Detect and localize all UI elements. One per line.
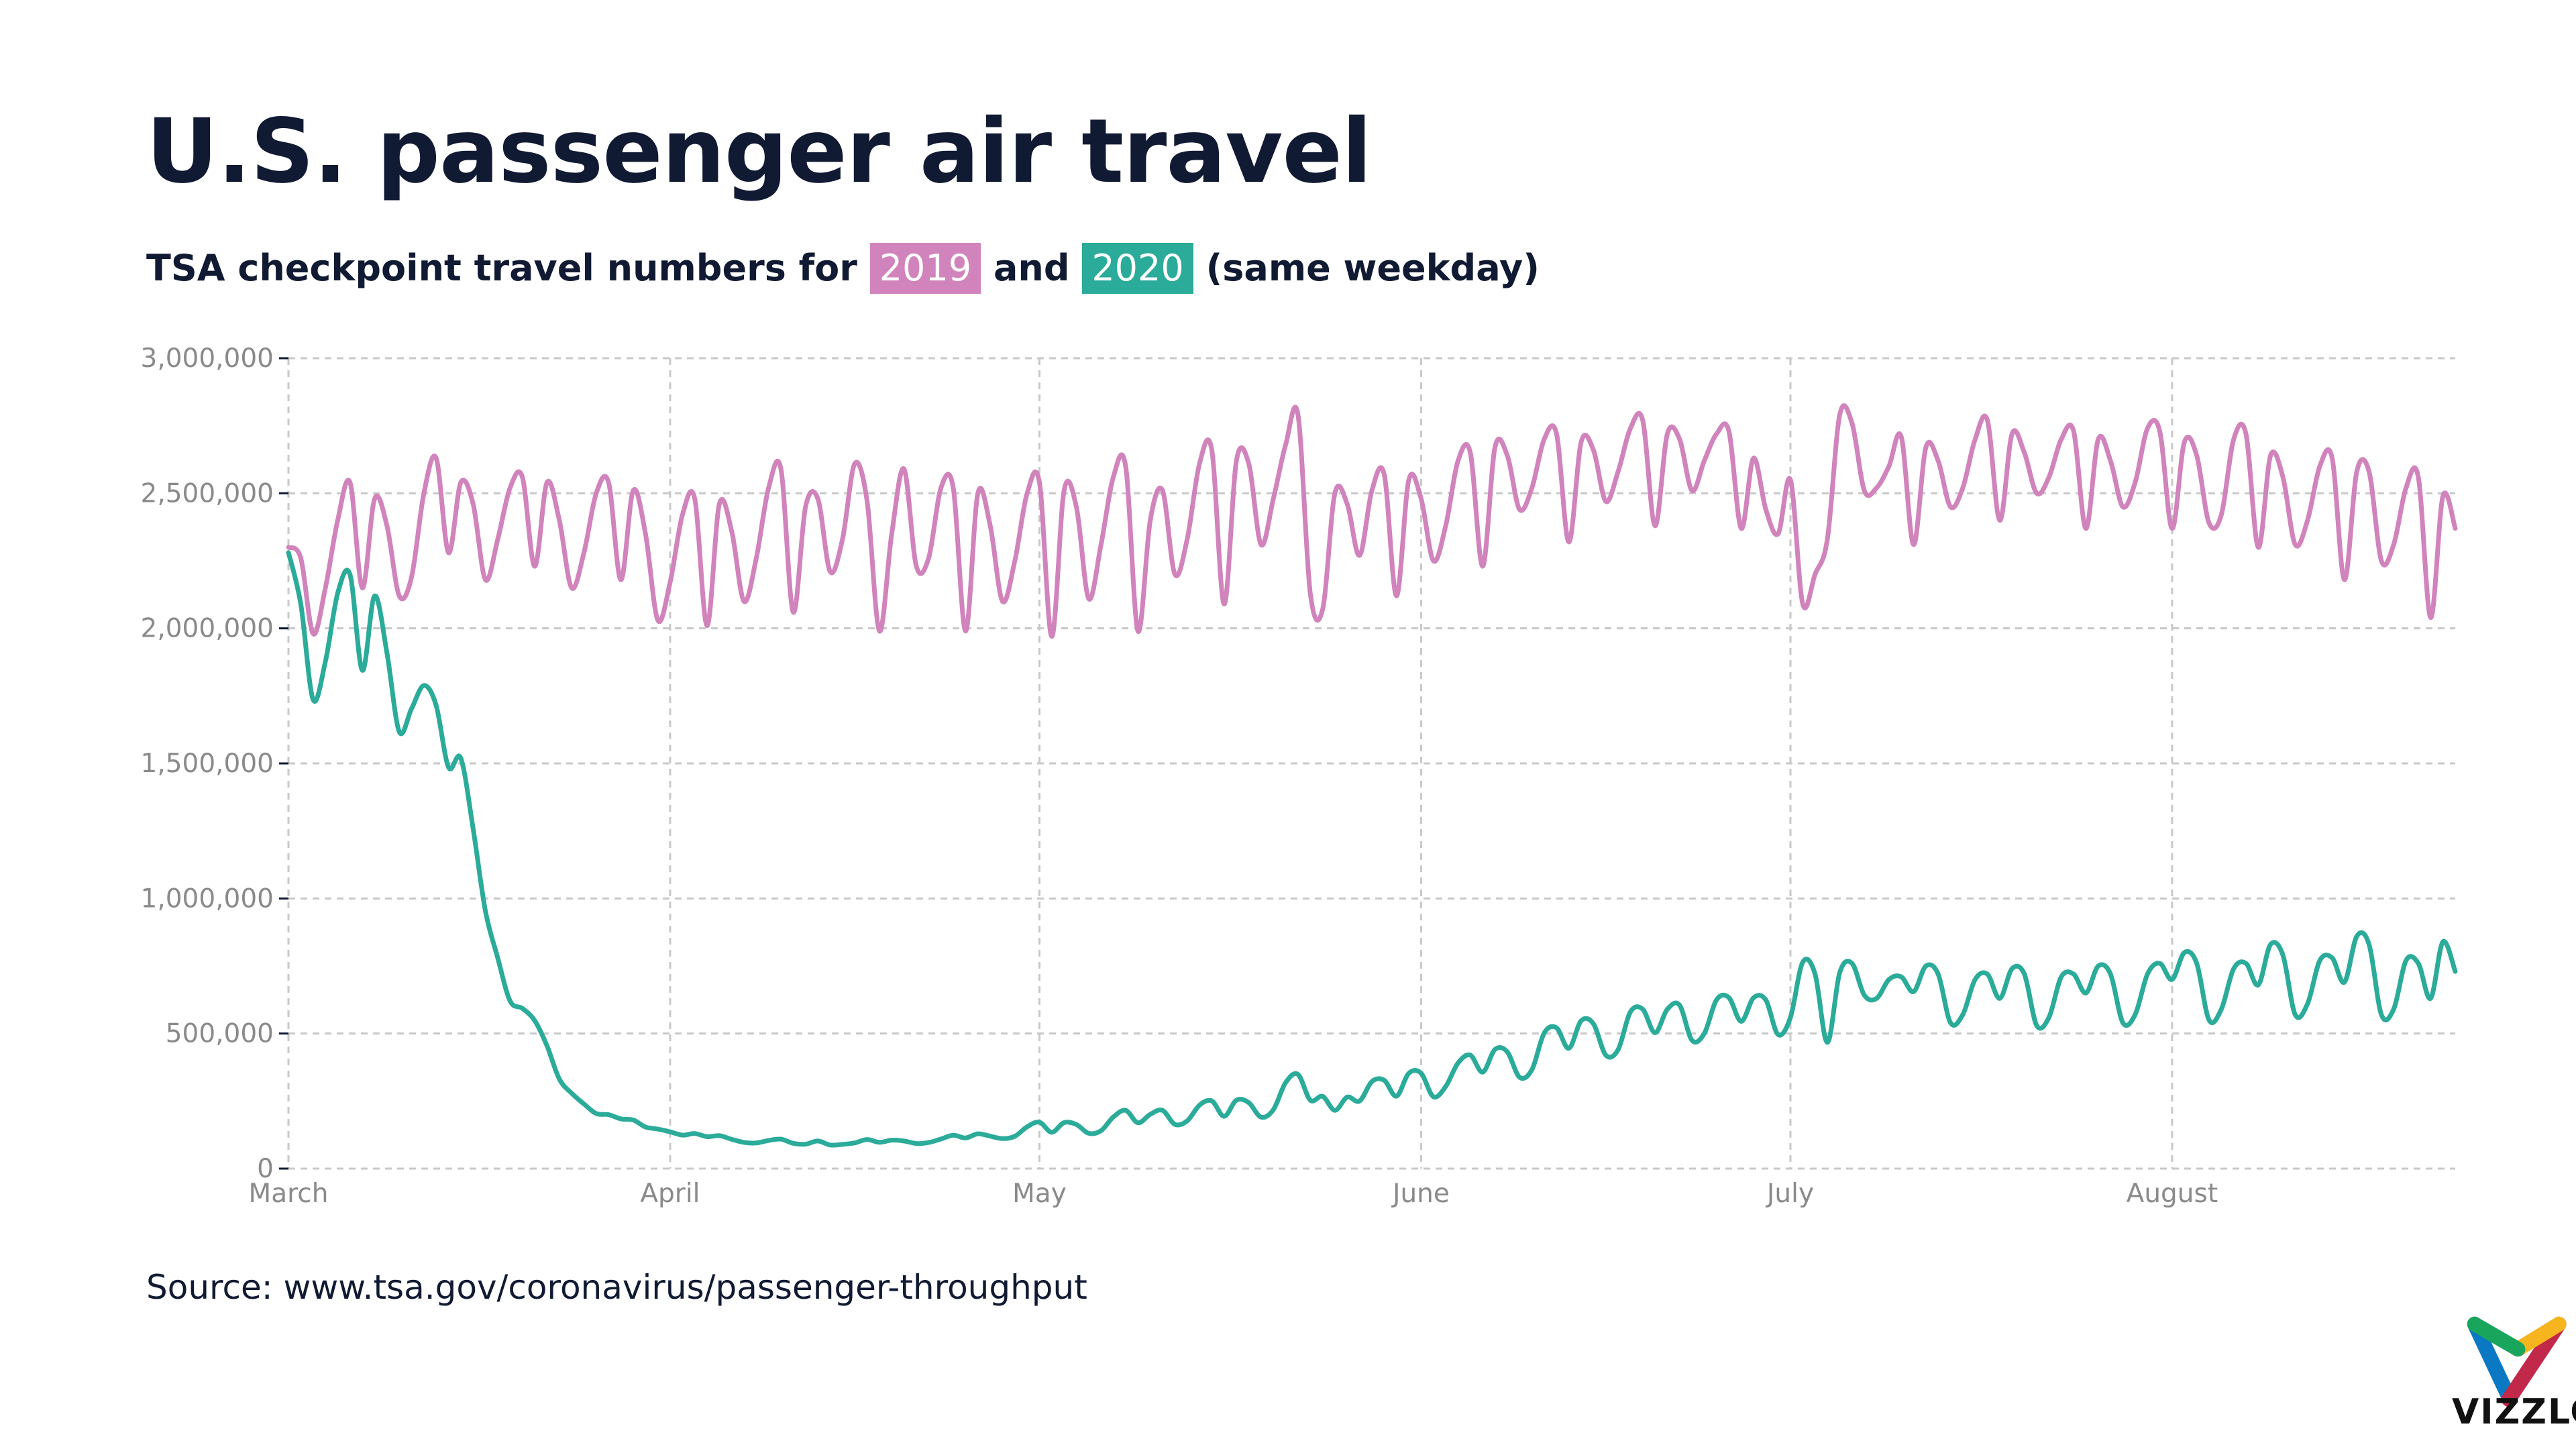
vizzlo-logo-icon bbox=[2467, 1316, 2567, 1407]
y-tick-label: 500,000 bbox=[166, 1019, 274, 1049]
chart-subtitle: TSA checkpoint travel numbers for 2019 a… bbox=[146, 243, 1540, 294]
series-line-2019 bbox=[286, 403, 2458, 639]
vizzlo-logo-text: VIZZLO bbox=[2452, 1392, 2576, 1432]
legend-tag-2020: 2020 bbox=[1082, 243, 1193, 294]
x-tick-label: August bbox=[2127, 1179, 2218, 1209]
x-tick-label: July bbox=[1765, 1179, 1814, 1209]
series-lines bbox=[286, 403, 2458, 1148]
subtitle-suffix: (same weekday) bbox=[1205, 247, 1540, 289]
x-axis: March April May June July August bbox=[249, 1179, 2218, 1209]
y-tick-label: 2,500,000 bbox=[141, 478, 274, 508]
subtitle-middle: and bbox=[993, 247, 1070, 289]
series-line-2020 bbox=[286, 550, 2458, 1148]
y-tick-label: 2,000,000 bbox=[141, 614, 274, 644]
y-tick-label: 0 bbox=[257, 1154, 274, 1184]
y-tick-label: 1,500,000 bbox=[141, 749, 274, 779]
legend-tag-2019: 2019 bbox=[869, 243, 981, 294]
source-note: Source: www.tsa.gov/coronavirus/passenge… bbox=[146, 1268, 1087, 1307]
y-axis: 0 500,000 1,000,000 1,500,000 2,000,000 2,500… bbox=[141, 343, 288, 1184]
x-tick-label: March bbox=[249, 1179, 329, 1209]
y-tick-label: 1,000,000 bbox=[141, 883, 274, 914]
subtitle-prefix: TSA checkpoint travel numbers for bbox=[146, 247, 857, 289]
x-tick-label: April bbox=[640, 1179, 700, 1209]
grid bbox=[287, 357, 2455, 1170]
y-tick-label: 3,000,000 bbox=[141, 343, 274, 374]
chart-title: U.S. passenger air travel bbox=[146, 100, 1372, 203]
x-tick-label: May bbox=[1012, 1179, 1067, 1209]
x-tick-label: June bbox=[1391, 1179, 1450, 1209]
